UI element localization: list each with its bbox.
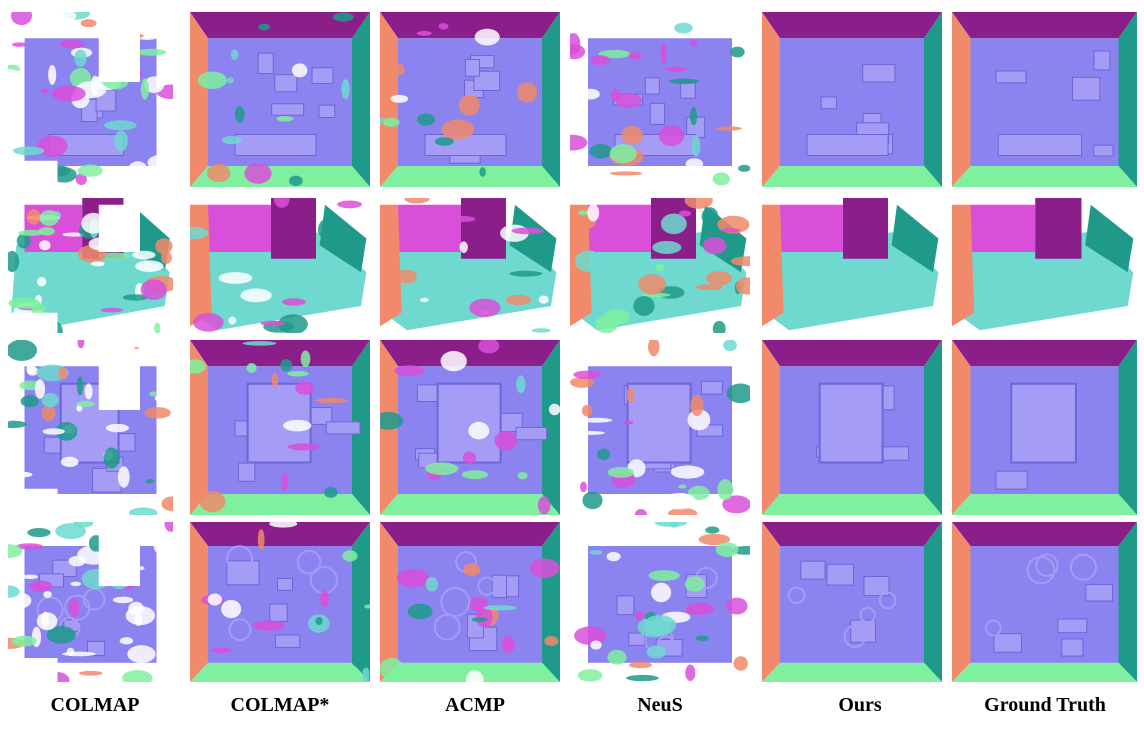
column-label-colmap-star: COLMAP* bbox=[230, 694, 330, 716]
column-label-ground-truth: Ground Truth bbox=[984, 694, 1106, 716]
render-acmp-scene-2 bbox=[380, 198, 560, 333]
render-colmap-star-scene-1 bbox=[190, 12, 370, 187]
render-ours-scene-4 bbox=[762, 522, 942, 682]
render-ours-scene-2 bbox=[762, 198, 942, 333]
column-label-acmp: ACMP bbox=[445, 694, 505, 716]
render-acmp-scene-4 bbox=[380, 522, 560, 682]
render-neus-scene-2 bbox=[570, 198, 750, 333]
column-label-ours: Ours bbox=[838, 694, 882, 716]
render-colmap-scene-4 bbox=[8, 522, 173, 682]
render-colmap-star-scene-3 bbox=[190, 340, 370, 515]
render-colmap-star-scene-4 bbox=[190, 522, 370, 682]
render-ground-truth-scene-4 bbox=[952, 522, 1137, 682]
render-colmap-scene-1 bbox=[8, 12, 173, 187]
column-label-colmap: COLMAP bbox=[50, 694, 140, 716]
render-ground-truth-scene-3 bbox=[952, 340, 1137, 515]
render-colmap-scene-3 bbox=[8, 340, 173, 515]
render-ours-scene-1 bbox=[762, 12, 942, 187]
render-ours-scene-3 bbox=[762, 340, 942, 515]
render-acmp-scene-3 bbox=[380, 340, 560, 515]
render-neus-scene-3 bbox=[570, 340, 750, 515]
render-ground-truth-scene-2 bbox=[952, 198, 1137, 333]
render-colmap-scene-2 bbox=[8, 198, 173, 333]
render-neus-scene-1 bbox=[570, 12, 750, 187]
render-neus-scene-4 bbox=[570, 522, 750, 682]
render-ground-truth-scene-1 bbox=[952, 12, 1137, 187]
render-acmp-scene-1 bbox=[380, 12, 560, 187]
render-colmap-star-scene-2 bbox=[190, 198, 370, 333]
column-label-neus: NeuS bbox=[637, 694, 683, 716]
